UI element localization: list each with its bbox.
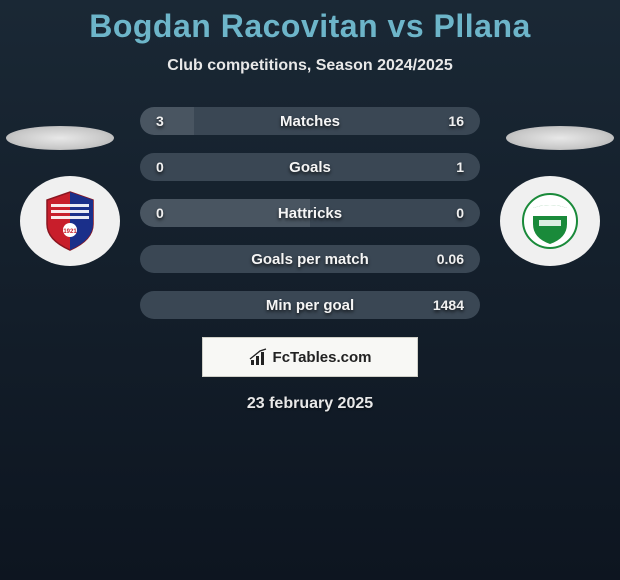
- stat-right-value: 0: [456, 205, 464, 221]
- stat-row-hattricks: 0 Hattricks 0: [140, 199, 480, 227]
- stat-row-min-per-goal: Min per goal 1484: [140, 291, 480, 319]
- date-label: 23 february 2025: [0, 395, 620, 413]
- stat-label: Goals per match: [251, 251, 369, 268]
- stat-left-value: 3: [156, 113, 164, 129]
- brand-box[interactable]: FcTables.com: [202, 337, 418, 377]
- stat-left-value: 0: [156, 159, 164, 175]
- stat-row-matches: 3 Matches 16: [140, 107, 480, 135]
- stat-right-value: 1484: [433, 297, 464, 313]
- stats-list: 3 Matches 16 0 Goals 1 0 Hattricks 0 Goa…: [140, 107, 480, 319]
- stat-right-value: 16: [448, 113, 464, 129]
- stat-label: Min per goal: [266, 297, 354, 314]
- stat-row-goals-per-match: Goals per match 0.06: [140, 245, 480, 273]
- page-subtitle: Club competitions, Season 2024/2025: [0, 57, 620, 75]
- stat-row-goals: 0 Goals 1: [140, 153, 480, 181]
- stat-label: Goals: [289, 159, 331, 176]
- stat-left-value: 0: [156, 205, 164, 221]
- brand-label: FcTables.com: [273, 349, 372, 366]
- stat-label: Matches: [280, 113, 340, 130]
- stat-label: Hattricks: [278, 205, 342, 222]
- page-title: Bogdan Racovitan vs Pllana: [0, 8, 620, 45]
- stats-area: 3 Matches 16 0 Goals 1 0 Hattricks 0 Goa…: [0, 107, 620, 319]
- chart-icon: [249, 348, 269, 366]
- main-content: Bogdan Racovitan vs Pllana Club competit…: [0, 0, 620, 413]
- stat-right-value: 0.06: [437, 251, 464, 267]
- stat-right-value: 1: [456, 159, 464, 175]
